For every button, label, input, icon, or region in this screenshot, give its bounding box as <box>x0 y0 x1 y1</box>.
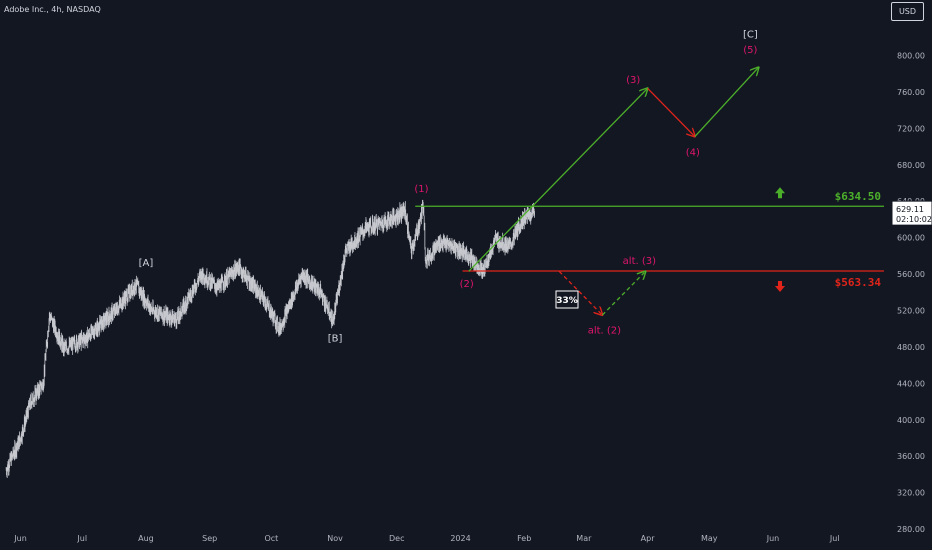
probability-text: 33% <box>556 296 578 306</box>
y-tick-label: 360.00 <box>897 452 925 461</box>
y-axis: 280.00 320.00 360.00 400.00 440.00 480.00 520.… <box>897 52 925 535</box>
x-tick-label: Oct <box>264 534 278 543</box>
projection-bull-1 <box>468 88 648 272</box>
currency-button[interactable]: USD <box>891 2 924 21</box>
x-tick-label: Dec <box>389 534 404 543</box>
x-tick-label: Aug <box>138 534 154 543</box>
x-tick-label: Jun <box>766 534 780 543</box>
x-tick-label: Mar <box>576 534 592 543</box>
wave-label: (1) <box>414 184 428 195</box>
x-tick-label: Jul <box>829 534 840 543</box>
x-tick-label: Sep <box>202 534 217 543</box>
x-tick-label: May <box>701 534 718 543</box>
wave-label: [A] <box>139 258 154 269</box>
wave-label: alt. (3) <box>623 256 656 267</box>
price-levels: $634.50 $563.34 <box>415 187 884 293</box>
x-tick-label: Nov <box>327 534 343 543</box>
wave-label: (5) <box>743 45 757 56</box>
wave-labels: [A] [B] (1) (2) (3) (4) (5) [C] alt. (3) alt. (2) <box>139 29 758 344</box>
countdown-timer: 02:10:02 <box>896 215 932 224</box>
last-price-tag <box>891 200 932 226</box>
x-tick-label: Jun <box>13 534 27 543</box>
wave-label: alt. (2) <box>588 325 621 336</box>
y-tick-label: 560.00 <box>897 270 925 279</box>
projection-arrows <box>468 67 759 316</box>
y-tick-label: 720.00 <box>897 124 925 133</box>
projection-alt-bear <box>558 270 602 315</box>
wave-label: [B] <box>328 333 343 344</box>
x-tick-label: Apr <box>641 534 656 543</box>
projection-alt-bull <box>601 271 645 316</box>
wave-label: (3) <box>626 75 640 86</box>
x-axis: Jun Jul Aug Sep Oct Nov Dec 2024 Feb Mar Apr May Jun… <box>13 534 839 543</box>
y-tick-label: 480.00 <box>897 343 925 352</box>
wave-label: [C] <box>743 29 758 40</box>
projection-bear-1 <box>647 87 695 136</box>
down-arrow-icon <box>775 281 785 293</box>
wave-label: (2) <box>460 279 474 290</box>
probability-box <box>555 290 579 309</box>
x-tick-label: Feb <box>517 534 531 543</box>
up-arrow-icon <box>775 187 785 199</box>
last-price-value: 629.11 <box>896 205 924 214</box>
y-tick-label: 520.00 <box>897 307 925 316</box>
y-tick-label: 400.00 <box>897 416 925 425</box>
y-tick-label: 320.00 <box>897 489 925 498</box>
chart-title: Adobe Inc., 4h, NASDAQ <box>4 5 101 14</box>
wave-label: (4) <box>686 148 700 159</box>
level-label: $634.50 <box>835 190 881 203</box>
x-tick-label: 2024 <box>450 534 470 543</box>
y-tick-label: 440.00 <box>897 379 925 388</box>
level-label: $563.34 <box>835 276 882 289</box>
price-series <box>5 199 535 478</box>
y-tick-label: 760.00 <box>897 88 925 97</box>
y-tick-label: 680.00 <box>897 161 925 170</box>
y-tick-label: 800.00 <box>897 52 925 61</box>
projection-bull-2 <box>694 67 759 137</box>
y-tick-label: 600.00 <box>897 234 925 243</box>
x-tick-label: Jul <box>76 534 87 543</box>
y-tick-label: 280.00 <box>897 525 925 534</box>
